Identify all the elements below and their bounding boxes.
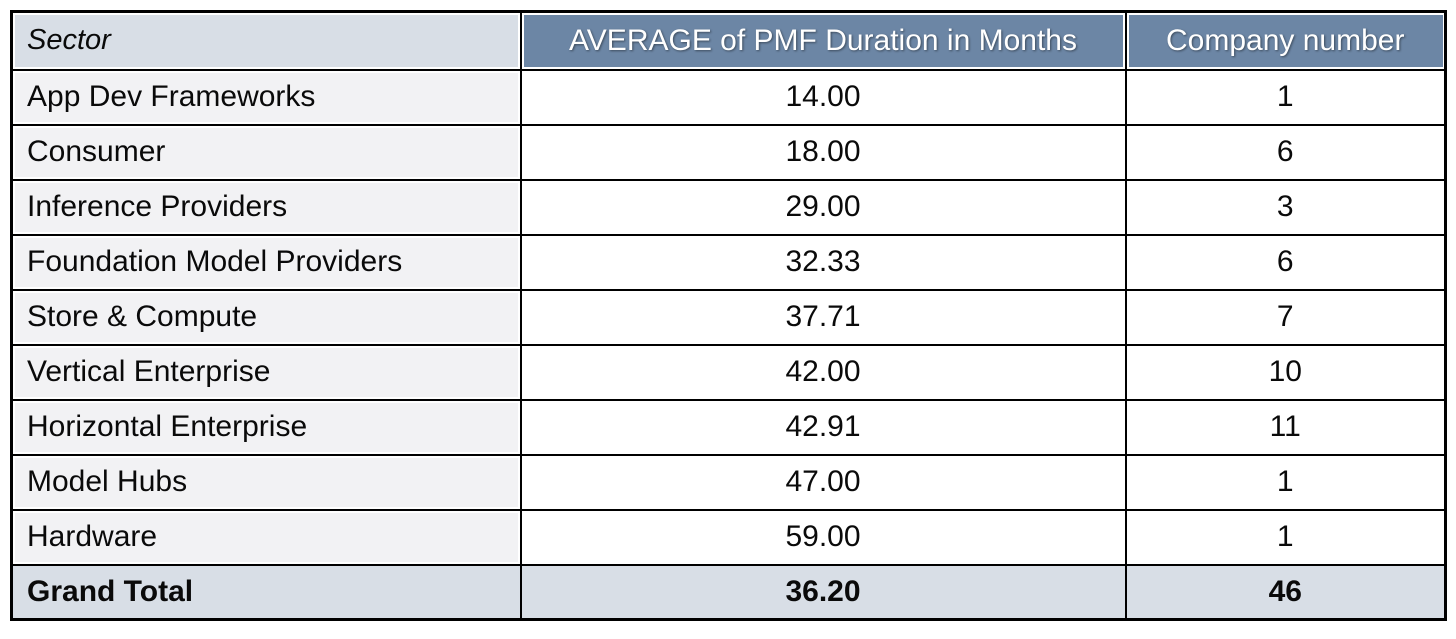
sector-label: Horizontal Enterprise [27, 410, 308, 443]
grand-total-label-cell: Grand Total [10, 563, 522, 621]
table-row: Inference Providers 29.00 3 [10, 178, 1447, 236]
sector-label: Vertical Enterprise [27, 355, 271, 388]
grand-total-avg-value: 36.20 [785, 574, 861, 608]
sector-label: Foundation Model Providers [27, 245, 403, 278]
sector-label: Hardware [27, 520, 158, 553]
avg-pmf-duration-value: 18.00 [785, 135, 861, 168]
table-row: Hardware 59.00 1 [10, 508, 1447, 566]
sector-label: App Dev Frameworks [27, 80, 316, 113]
header-row: Sector AVERAGE of PMF Duration in Months… [10, 10, 1447, 71]
sector-cell: Consumer [10, 123, 522, 181]
company-number-cell: 7 [1124, 288, 1447, 346]
company-number-cell: 10 [1124, 343, 1447, 401]
avg-pmf-duration-cell: 14.00 [519, 68, 1127, 126]
table-row: App Dev Frameworks 14.00 1 [10, 68, 1447, 126]
company-number-cell: 3 [1124, 178, 1447, 236]
avg-pmf-duration-cell: 18.00 [519, 123, 1127, 181]
company-number-value: 3 [1276, 190, 1294, 223]
company-number-value: 7 [1276, 300, 1294, 333]
avg-pmf-duration-cell: 59.00 [519, 508, 1127, 566]
table-row: Store & Compute 37.71 7 [10, 288, 1447, 346]
column-header-sector-label: Sector [27, 24, 111, 57]
company-number-cell: 6 [1124, 233, 1447, 291]
company-number-value: 6 [1276, 245, 1294, 278]
company-number-cell: 1 [1124, 68, 1447, 126]
column-header-avg-pmf-duration: AVERAGE of PMF Duration in Months [519, 10, 1127, 71]
sector-label: Consumer [27, 135, 166, 168]
sector-label: Store & Compute [27, 300, 258, 333]
grand-total-row: Grand Total 36.20 46 [10, 563, 1447, 621]
grand-total-avg-cell: 36.20 [519, 563, 1127, 621]
company-number-cell: 1 [1124, 453, 1447, 511]
company-number-value: 1 [1276, 80, 1294, 113]
sector-cell: Horizontal Enterprise [10, 398, 522, 456]
avg-pmf-duration-value: 32.33 [785, 245, 861, 278]
company-number-value: 1 [1276, 465, 1294, 498]
company-number-value: 6 [1276, 135, 1294, 168]
avg-pmf-duration-value: 29.00 [785, 190, 861, 223]
avg-pmf-duration-cell: 32.33 [519, 233, 1127, 291]
sector-label: Model Hubs [27, 465, 188, 498]
company-number-value: 11 [1269, 410, 1301, 443]
column-header-count-label: Company number [1166, 23, 1405, 57]
sector-cell: Foundation Model Providers [10, 233, 522, 291]
company-number-cell: 11 [1124, 398, 1447, 456]
avg-pmf-duration-value: 47.00 [785, 465, 861, 498]
company-number-value: 1 [1276, 520, 1294, 553]
pmf-duration-pivot-table: Sector AVERAGE of PMF Duration in Months… [10, 10, 1447, 621]
grand-total-label: Grand Total [27, 574, 194, 608]
sector-cell: Store & Compute [10, 288, 522, 346]
sector-cell: App Dev Frameworks [10, 68, 522, 126]
avg-pmf-duration-value: 42.91 [785, 410, 861, 443]
column-header-avg-label: AVERAGE of PMF Duration in Months [569, 23, 1077, 57]
company-number-cell: 1 [1124, 508, 1447, 566]
sector-cell: Inference Providers [10, 178, 522, 236]
avg-pmf-duration-value: 59.00 [785, 520, 861, 553]
avg-pmf-duration-cell: 47.00 [519, 453, 1127, 511]
avg-pmf-duration-value: 14.00 [785, 80, 861, 113]
sector-cell: Hardware [10, 508, 522, 566]
avg-pmf-duration-cell: 42.91 [519, 398, 1127, 456]
column-header-sector: Sector [10, 10, 522, 71]
company-number-value: 10 [1268, 355, 1302, 388]
sector-label: Inference Providers [27, 190, 288, 223]
table-row: Foundation Model Providers 32.33 6 [10, 233, 1447, 291]
avg-pmf-duration-cell: 42.00 [519, 343, 1127, 401]
table-row: Consumer 18.00 6 [10, 123, 1447, 181]
table-row: Vertical Enterprise 42.00 10 [10, 343, 1447, 401]
column-header-company-number: Company number [1124, 10, 1447, 71]
company-number-cell: 6 [1124, 123, 1447, 181]
avg-pmf-duration-value: 42.00 [785, 355, 861, 388]
grand-total-count-cell: 46 [1124, 563, 1447, 621]
table-row: Horizontal Enterprise 42.91 11 [10, 398, 1447, 456]
table-row: Model Hubs 47.00 1 [10, 453, 1447, 511]
sector-cell: Model Hubs [10, 453, 522, 511]
avg-pmf-duration-value: 37.71 [785, 300, 861, 333]
avg-pmf-duration-cell: 29.00 [519, 178, 1127, 236]
avg-pmf-duration-cell: 37.71 [519, 288, 1127, 346]
sector-cell: Vertical Enterprise [10, 343, 522, 401]
grand-total-count-value: 46 [1268, 574, 1302, 608]
